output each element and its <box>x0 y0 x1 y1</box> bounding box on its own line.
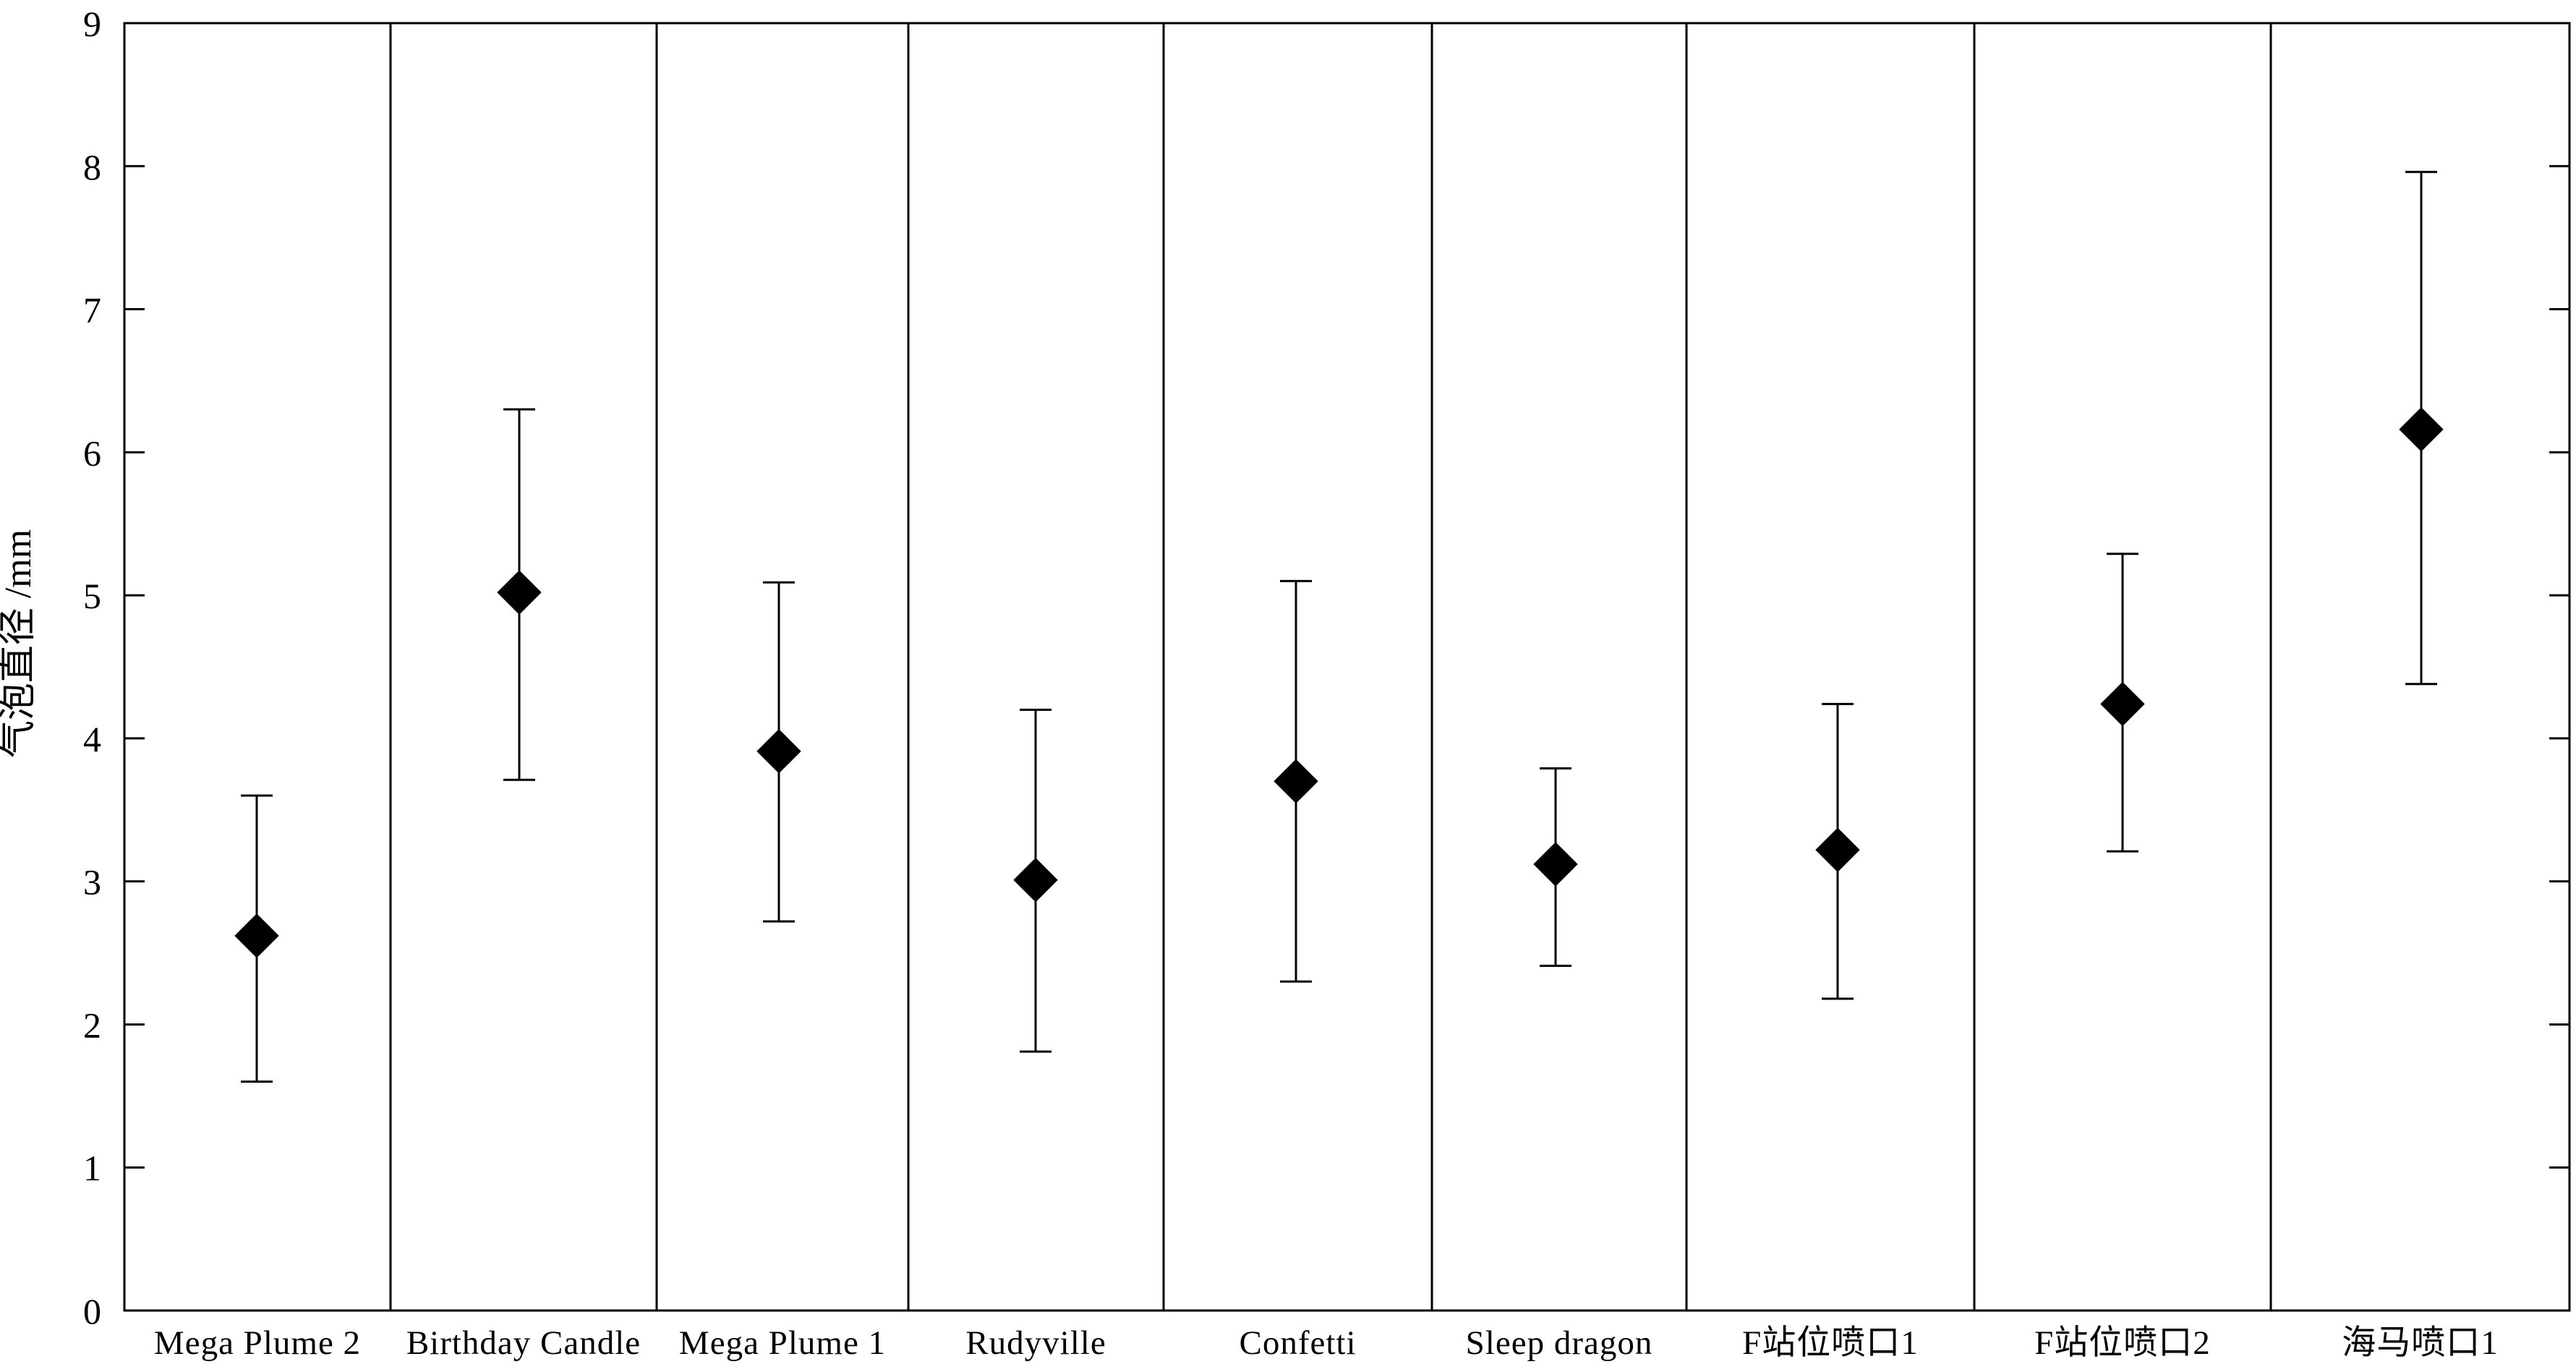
category-label: Mega Plume 2 <box>154 1324 361 1362</box>
y-axis-ticks <box>124 22 2569 1312</box>
data-point-diamond <box>1815 827 1860 872</box>
plot-frame <box>123 22 2571 1312</box>
data-point-diamond <box>2100 681 2145 727</box>
y-tick-label: 6 <box>83 433 101 473</box>
data-points <box>234 406 2444 958</box>
category-label: F站位喷口2 <box>2034 1324 2211 1362</box>
data-point-diamond <box>1274 759 1318 804</box>
data-point-diamond <box>1533 842 1578 887</box>
y-tick-label: 0 <box>83 1291 101 1331</box>
category-label: 海马喷口1 <box>2342 1324 2499 1362</box>
y-tick-label: 7 <box>83 290 101 331</box>
category-dividers <box>389 23 2272 1311</box>
y-tick-label: 9 <box>83 4 101 44</box>
category-labels: Mega Plume 2 Birthday Candle Mega Plume 1 R… <box>154 1324 2499 1362</box>
y-tick-label: 4 <box>83 719 101 759</box>
data-point-diamond <box>2399 406 2444 452</box>
y-axis-title: 气泡直径 /mm <box>0 529 39 758</box>
data-point-diamond <box>756 728 801 774</box>
y-tick-label: 1 <box>83 1148 101 1188</box>
data-point-diamond <box>1013 857 1058 903</box>
category-label: Birthday Candle <box>406 1324 641 1362</box>
y-tick-label: 5 <box>83 576 101 616</box>
y-tick-label: 3 <box>83 862 101 903</box>
category-label: Mega Plume 1 <box>679 1324 886 1362</box>
error-bars <box>241 171 2437 1083</box>
category-label: Rudyville <box>965 1324 1106 1362</box>
category-label: Confetti <box>1239 1324 1356 1362</box>
plot-border <box>123 22 2571 1312</box>
category-label: Sleep dragon <box>1466 1324 1653 1362</box>
data-point-diamond <box>497 570 542 615</box>
data-point-diamond <box>234 913 279 958</box>
y-tick-label: 2 <box>83 1005 101 1045</box>
y-axis-tick-labels: 0 1 2 3 4 5 6 7 8 9 <box>83 4 101 1331</box>
category-label: F站位喷口1 <box>1742 1324 1919 1362</box>
y-tick-label: 8 <box>83 147 101 187</box>
